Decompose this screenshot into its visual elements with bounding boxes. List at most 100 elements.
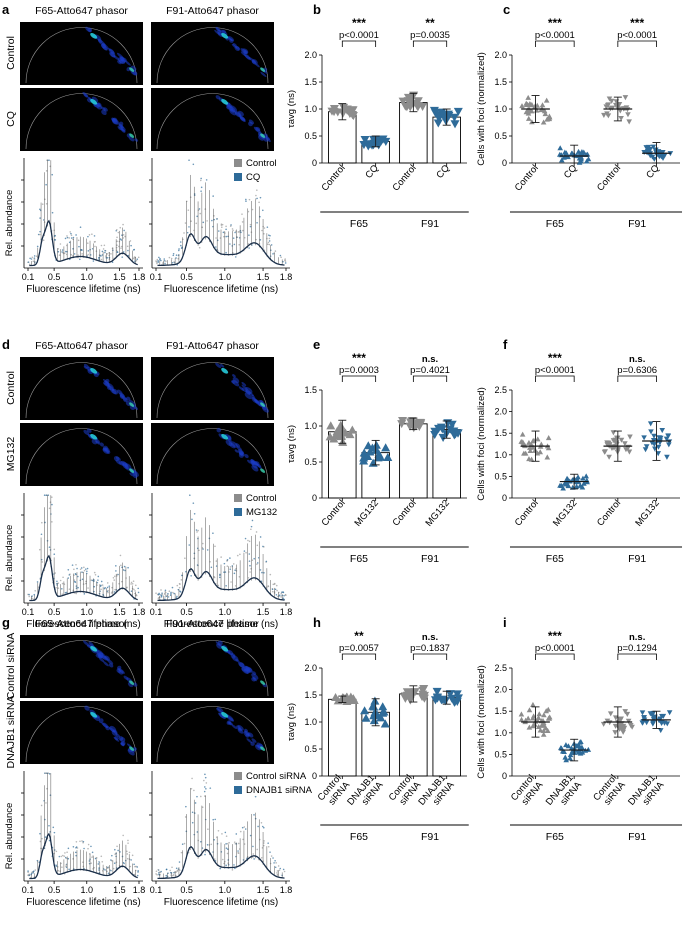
- data-point: [627, 434, 633, 440]
- hist-point: [157, 261, 159, 263]
- hist-point: [56, 584, 58, 586]
- hist-point: [249, 225, 252, 228]
- hist-point: [179, 590, 181, 592]
- category-label: MG132: [424, 498, 452, 529]
- hist-point: [53, 831, 56, 834]
- phasor-density: [99, 442, 104, 447]
- phasor-row-label: Control: [5, 371, 17, 405]
- hist-point: [47, 494, 50, 497]
- hist-point: [259, 569, 262, 571]
- hist-point: [45, 183, 47, 186]
- phasor-image: [151, 357, 274, 420]
- hist-point: [276, 873, 279, 876]
- significance-stars: **: [354, 629, 364, 643]
- y-tick-label: 0.5: [304, 457, 317, 467]
- hist-point: [79, 226, 82, 229]
- phasor-density: [234, 111, 242, 118]
- hist-point: [122, 223, 124, 226]
- hist-point: [191, 811, 194, 814]
- hist-point: [120, 580, 123, 583]
- hist-point: [164, 589, 167, 592]
- hist-point: [51, 496, 53, 498]
- hist-point: [110, 592, 113, 594]
- hist-point: [39, 230, 41, 233]
- significance-bracket: [535, 375, 575, 382]
- phasor-density: [124, 60, 131, 66]
- row-2: g F65-Atto647 phasor F91-Atto647 phasor Con…: [2, 615, 683, 908]
- category-label: Control: [319, 498, 347, 529]
- data-point: [557, 482, 563, 488]
- y-tick-label: 0.5: [494, 131, 507, 141]
- hist-point: [172, 591, 174, 594]
- hist-point: [215, 246, 217, 248]
- hist-point: [75, 592, 78, 595]
- hist-point: [133, 588, 135, 591]
- hist-x-tick-label: 1.8: [133, 885, 146, 895]
- hist-point: [102, 248, 105, 250]
- hist-point: [180, 244, 182, 247]
- data-point: [649, 440, 655, 446]
- hist-point: [37, 233, 40, 236]
- phasor-universal-circle: [25, 640, 138, 697]
- hist-point: [196, 215, 198, 218]
- phasor-image: [151, 88, 274, 151]
- hist-point: [248, 247, 250, 249]
- hist-point: [101, 254, 104, 256]
- hist-point: [65, 865, 67, 868]
- legend-label: Control: [246, 493, 277, 504]
- y-tick-label: 0.5: [494, 749, 507, 759]
- hist-xlabel: Fluorescence lifetime (ns): [164, 284, 278, 295]
- hist-point: [163, 593, 166, 595]
- hist-point: [94, 857, 97, 860]
- hist-point: [180, 579, 183, 581]
- hist-point: [253, 858, 255, 860]
- phasor-image: [20, 701, 143, 764]
- significance-stars: ***: [548, 16, 562, 30]
- hist-point: [258, 201, 260, 204]
- hist-point: [162, 262, 164, 264]
- data-point: [579, 749, 586, 755]
- hist-point: [237, 231, 240, 233]
- legend-swatch-control: [234, 494, 242, 502]
- hist-point: [193, 789, 195, 792]
- significance-bracket: [617, 653, 657, 660]
- hist-point: [279, 867, 282, 870]
- data-point: [580, 149, 587, 155]
- phasor-density: [226, 650, 233, 656]
- hist-point: [155, 261, 158, 263]
- hist-point: [278, 594, 281, 596]
- hist-point: [179, 869, 181, 871]
- hist-point: [90, 845, 92, 848]
- phasor-density: [115, 456, 121, 461]
- y-tick-label: 1.5: [494, 706, 507, 716]
- phasor-density: [226, 715, 234, 722]
- hist-point: [115, 570, 117, 572]
- hist-point: [87, 253, 89, 256]
- data-point: [643, 720, 650, 726]
- panel-letter: a: [2, 2, 10, 17]
- y-tick-label: 2.0: [494, 50, 507, 60]
- data-point: [337, 431, 347, 440]
- hist-point: [266, 243, 269, 246]
- category-label: DNAJB1siRNA: [345, 772, 386, 815]
- panel-letter: i: [503, 615, 507, 630]
- hist-point: [93, 590, 95, 593]
- hist-x-tick-label: 1.0: [219, 272, 232, 282]
- hist-point: [223, 571, 225, 573]
- data-point: [657, 716, 663, 722]
- category-label: Control: [595, 498, 623, 529]
- category-label: Control: [513, 498, 541, 529]
- hist-point: [111, 586, 113, 589]
- hist-point: [35, 255, 38, 258]
- phasor-density: [241, 381, 247, 387]
- hist-point: [113, 862, 116, 865]
- hist-point: [267, 585, 270, 588]
- phasor-density: [254, 63, 260, 68]
- hist-point: [267, 842, 269, 844]
- data-point: [609, 105, 616, 111]
- phasor-density: [98, 657, 105, 663]
- hist-point: [71, 564, 74, 566]
- hist-point: [228, 571, 230, 573]
- hist-point: [93, 866, 96, 869]
- hist-point: [230, 581, 232, 583]
